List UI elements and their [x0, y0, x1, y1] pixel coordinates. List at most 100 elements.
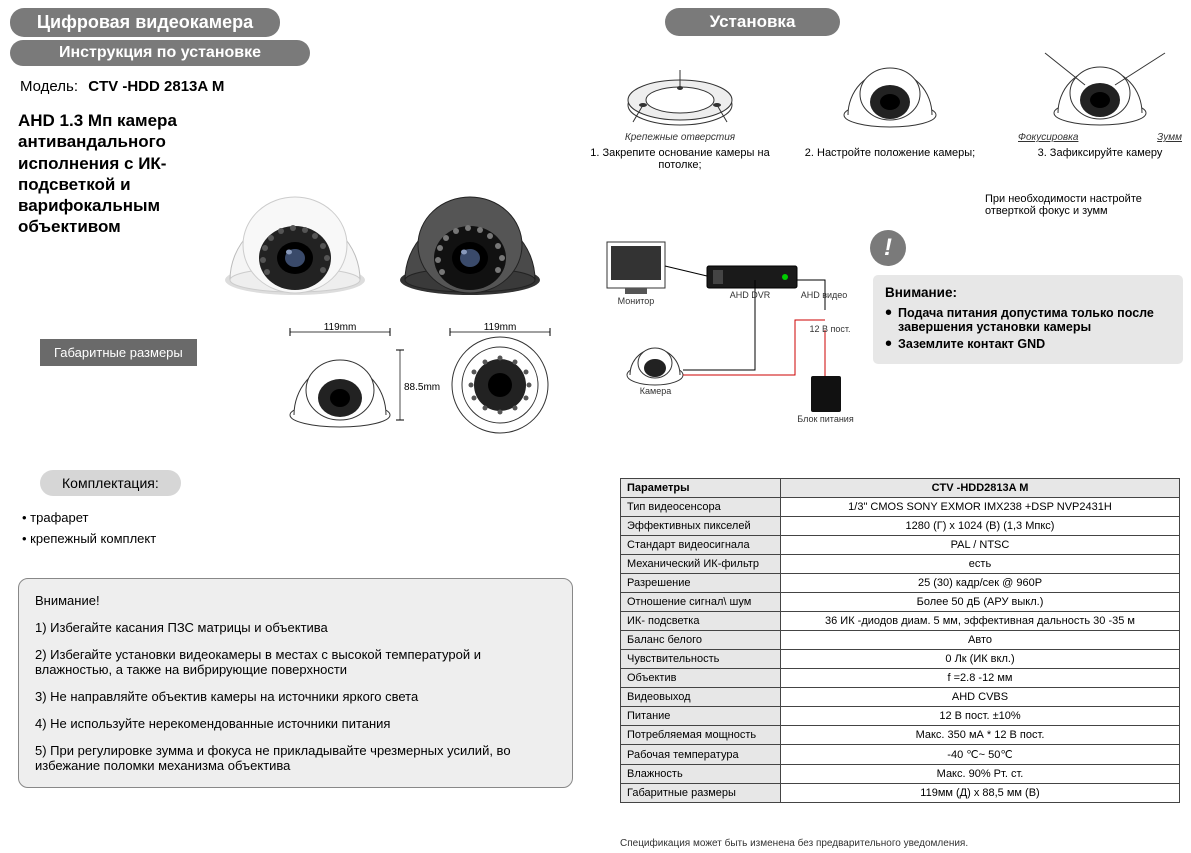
spec-value: есть: [781, 555, 1180, 574]
spec-param: Разрешение: [621, 574, 781, 593]
dvr-label: AHD DVR: [725, 290, 775, 300]
install-step-1: Крепежные отверстия 1. Закрепите основан…: [590, 40, 770, 171]
warning-exclamation-icon: !: [870, 230, 906, 266]
table-row: Баланс белогоАвто: [621, 631, 1180, 650]
warn-item-2: Заземлите контакт GND: [898, 337, 1045, 351]
zoom-label: Зумм: [1157, 132, 1182, 143]
attention-3: 3) Не направляйте объектив камеры на ист…: [35, 689, 556, 704]
table-row: Механический ИК-фильтресть: [621, 555, 1180, 574]
spec-value: 36 ИК -диодов диам. 5 мм, эффективная да…: [781, 612, 1180, 631]
warning-heading: Внимание:: [885, 285, 957, 300]
spec-value: 119мм (Д) х 88,5 мм (В): [781, 784, 1180, 803]
attention-box: Внимание! 1) Избегайте касания ПЗС матри…: [18, 578, 573, 788]
spec-value: Макс. 90% Рт. ст.: [781, 765, 1180, 784]
dim-width-text: 119mm: [324, 322, 357, 333]
table-row: ВидеовыходAHD CVBS: [621, 688, 1180, 707]
warning-box: Внимание: Подача питания допустима тольк…: [873, 275, 1183, 364]
spec-param: Потребляемая мощность: [621, 726, 781, 745]
dimensions-label: Габаритные размеры: [40, 339, 197, 366]
psu-label: Блок питания: [793, 414, 858, 424]
install-steps: Крепежные отверстия 1. Закрепите основан…: [590, 40, 1190, 171]
table-row: Стандарт видеосигналаPAL / NTSC: [621, 536, 1180, 555]
spec-value: 25 (30) кадр/сек @ 960P: [781, 574, 1180, 593]
camera-label: Камера: [633, 386, 678, 396]
spec-value: 1280 (Г) х 1024 (В) (1,3 Мпкс): [781, 517, 1180, 536]
spec-param: Питание: [621, 707, 781, 726]
table-row: Эффективных пикселей1280 (Г) х 1024 (В) …: [621, 517, 1180, 536]
wiring-diagram: Монитор AHD DVR AHD видео 12 В пост. Кам…: [595, 230, 870, 430]
kit-title: Комплектация:: [40, 470, 181, 496]
table-row: ИК- подсветка36 ИК -диодов диам. 5 мм, э…: [621, 612, 1180, 631]
spec-param: Влажность: [621, 765, 781, 784]
title-pill: Цифровая видеокамера: [10, 8, 280, 37]
spec-param: Тип видеосенсора: [621, 498, 781, 517]
spec-param: Видеовыход: [621, 688, 781, 707]
table-row: ВлажностьМакс. 90% Рт. ст.: [621, 765, 1180, 784]
dim-width2-text: 119mm: [484, 322, 517, 333]
model-label: Модель:: [20, 78, 78, 95]
spec-header-param: Параметры: [621, 479, 781, 498]
spec-value: Более 50 дБ (АРУ выкл.): [781, 593, 1180, 612]
table-row: Отношение сигнал\ шумБолее 50 дБ (АРУ вы…: [621, 593, 1180, 612]
table-row: Разрешение25 (30) кадр/сек @ 960P: [621, 574, 1180, 593]
attention-heading: Внимание!: [35, 593, 556, 608]
subtitle-pill: Инструкция по установке: [10, 40, 310, 66]
spec-value: 12 В пост. ±10%: [781, 707, 1180, 726]
spec-param: Объектив: [621, 669, 781, 688]
fix-cam-icon: [1015, 35, 1185, 130]
spec-param: ИК- подсветка: [621, 612, 781, 631]
adjust-cam-icon: [830, 40, 950, 130]
spec-param: Эффективных пикселей: [621, 517, 781, 536]
spec-value: f =2.8 -12 мм: [781, 669, 1180, 688]
install-step-2: 2. Настройте положение камеры;: [800, 40, 980, 171]
table-row: Габаритные размеры119мм (Д) х 88,5 мм (В…: [621, 784, 1180, 803]
kit-list: трафарет крепежный комплект: [22, 510, 156, 552]
spec-table: Параметры CTV -HDD2813A M Тип видеосенсо…: [620, 478, 1180, 803]
spec-value: PAL / NTSC: [781, 536, 1180, 555]
spec-value: 0 Лк (ИК вкл.): [781, 650, 1180, 669]
video-label: AHD видео: [793, 290, 855, 300]
spec-value: Авто: [781, 631, 1180, 650]
attention-5: 5) При регулировке зумма и фокуса не при…: [35, 743, 556, 773]
spec-param: Стандарт видеосигнала: [621, 536, 781, 555]
description-text: AHD 1.3 Мп камера антивандального исполн…: [18, 110, 218, 238]
focus-zoom-labels: Фокусировка Зумм: [1010, 132, 1190, 143]
spec-value: Макс. 350 мА * 12 В пост.: [781, 726, 1180, 745]
kit-item-1: трафарет: [22, 510, 156, 525]
table-row: Питание12 В пост. ±10%: [621, 707, 1180, 726]
adjust-note: При необходимости настройте отверткой фо…: [985, 193, 1185, 217]
table-row: Объективf =2.8 -12 мм: [621, 669, 1180, 688]
camera-white-icon: [215, 130, 375, 300]
mount-holes-label: Крепежные отверстия: [590, 132, 770, 143]
spec-value: AHD CVBS: [781, 688, 1180, 707]
install-step-3: Фокусировка Зумм 3. Зафиксируйте камеру: [1010, 40, 1190, 171]
kit-item-2: крепежный комплект: [22, 531, 156, 546]
step2-spacer: [800, 132, 980, 143]
camera-dark-icon: [390, 130, 550, 300]
monitor-label: Монитор: [611, 296, 661, 306]
spec-param: Чувствительность: [621, 650, 781, 669]
focus-label: Фокусировка: [1018, 132, 1078, 143]
spec-param: Баланс белого: [621, 631, 781, 650]
step3-caption: 3. Зафиксируйте камеру: [1010, 147, 1190, 159]
install-title-pill: Установка: [665, 8, 840, 36]
table-row: Тип видеосенсора1/3" CMOS SONY EXMOR IMX…: [621, 498, 1180, 517]
attention-4: 4) Не используйте нерекомендованные исто…: [35, 716, 556, 731]
warn-item-1: Подача питания допустима только после за…: [898, 306, 1171, 334]
attention-2: 2) Избегайте установки видеокамеры в мес…: [35, 647, 556, 677]
spec-footnote: Спецификация может быть изменена без пре…: [620, 838, 968, 849]
model-value: CTV -HDD 2813A M: [88, 78, 224, 95]
spec-value: -40 ℃~ 50℃: [781, 745, 1180, 765]
power-line-label: 12 В пост.: [800, 324, 860, 334]
step1-caption: 1. Закрепите основание камеры на потолке…: [590, 147, 770, 171]
dim-height-text: 88.5mm: [404, 382, 440, 393]
spec-header-value: CTV -HDD2813A M: [781, 479, 1180, 498]
spec-param: Габаритные размеры: [621, 784, 781, 803]
table-row: Чувствительность0 Лк (ИК вкл.): [621, 650, 1180, 669]
model-row: Модель: CTV -HDD 2813A M: [20, 78, 224, 95]
spec-param: Механический ИК-фильтр: [621, 555, 781, 574]
dimension-drawing-icon: 119mm 88.5mm 119mm: [270, 320, 560, 440]
spec-param: Отношение сигнал\ шум: [621, 593, 781, 612]
table-row: Рабочая температура-40 ℃~ 50℃: [621, 745, 1180, 765]
spec-value: 1/3" CMOS SONY EXMOR IMX238 +DSP NVP2431…: [781, 498, 1180, 517]
